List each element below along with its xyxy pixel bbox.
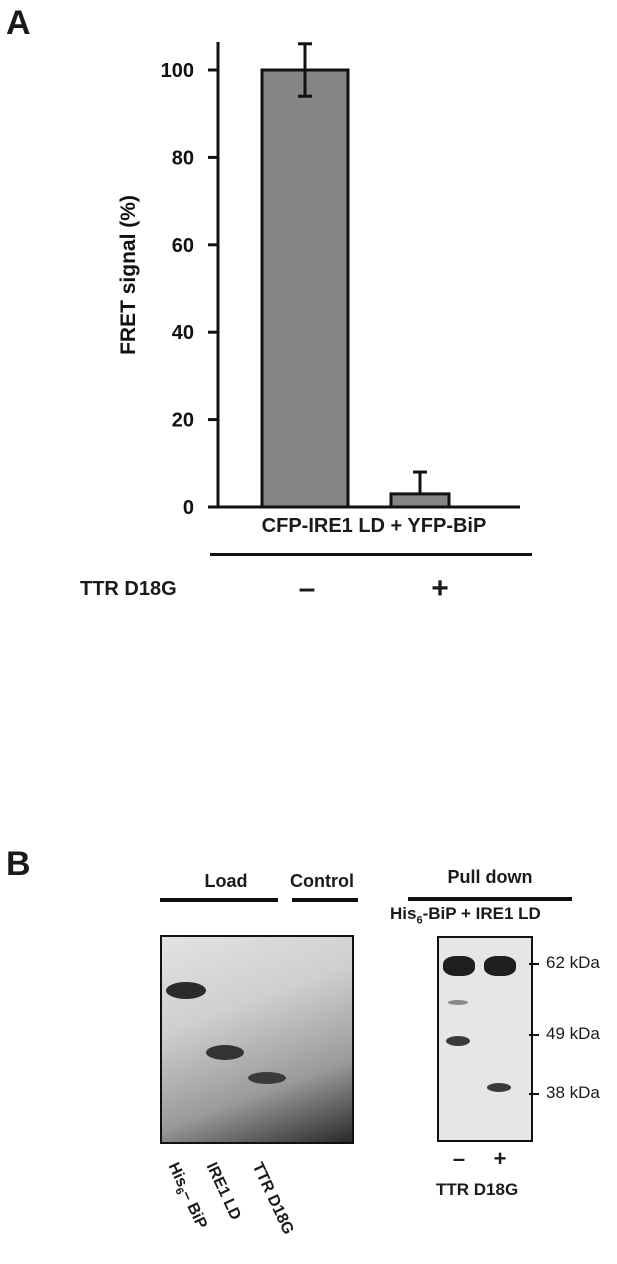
group-label: CFP-IRE1 LD + YFP-BiP: [261, 515, 487, 537]
y-tick-label-100: 100: [161, 60, 194, 82]
lane-label-ire1-ld: IRE1 LD: [202, 1160, 244, 1223]
pulldown-condition-plus: +: [493, 1146, 507, 1171]
pulldown-bar: [408, 897, 572, 901]
marker-38: 38 kDa: [546, 1083, 600, 1102]
bar-0: [260, 68, 350, 509]
band-lane1-49: [446, 1036, 470, 1046]
y-axis-title: FRET signal (%): [117, 195, 140, 355]
y-tick-label-60: 60: [172, 235, 194, 257]
marker-tick-38: [529, 1093, 539, 1095]
pulldown-sublabel: His6-BiP + IRE1 LD: [390, 904, 541, 927]
panel-a-letter: A: [6, 4, 31, 42]
control-label: Control: [290, 871, 354, 891]
pulldown-label: Pull down: [447, 867, 533, 887]
panel-b-letter: B: [6, 845, 31, 883]
pulldown-gel: [437, 936, 533, 1142]
band-lane1-62: [443, 956, 475, 976]
marker-62: 62 kDa: [546, 953, 600, 972]
band-lane2-38: [487, 1083, 511, 1092]
pulldown-condition-minus: –: [452, 1146, 466, 1171]
marker-tick-49: [529, 1034, 539, 1036]
condition-label: TTR D18G: [80, 578, 177, 600]
band-lane1-faint: [448, 1000, 468, 1005]
y-tick-label-0: 0: [183, 497, 194, 519]
lane-label-ttr-d18g: TTR D18G: [248, 1160, 297, 1238]
band-his6-bip: [166, 982, 206, 999]
load-gel: [160, 935, 354, 1144]
condition-plus: +: [431, 572, 449, 605]
y-tick-label-80: 80: [172, 147, 194, 169]
bar-1: [389, 492, 451, 509]
band-lane2-62: [484, 956, 516, 976]
marker-tick-62: [529, 963, 539, 965]
load-label: Load: [204, 871, 248, 891]
marker-49: 49 kDa: [546, 1024, 600, 1043]
pulldown-condition-label: TTR D18G: [436, 1180, 519, 1199]
condition-minus: –: [298, 572, 316, 605]
band-ire1-ld: [206, 1045, 244, 1060]
band-ttr-d18g: [248, 1072, 286, 1084]
group-divider: [210, 553, 532, 556]
load-bar: [160, 898, 278, 902]
y-tick-label-20: 20: [172, 410, 194, 432]
control-bar: [292, 898, 358, 902]
fret-bar-chart: 0 20 40 60 80 100 FRET signal (%): [117, 42, 520, 519]
y-tick-label-40: 40: [172, 322, 194, 344]
